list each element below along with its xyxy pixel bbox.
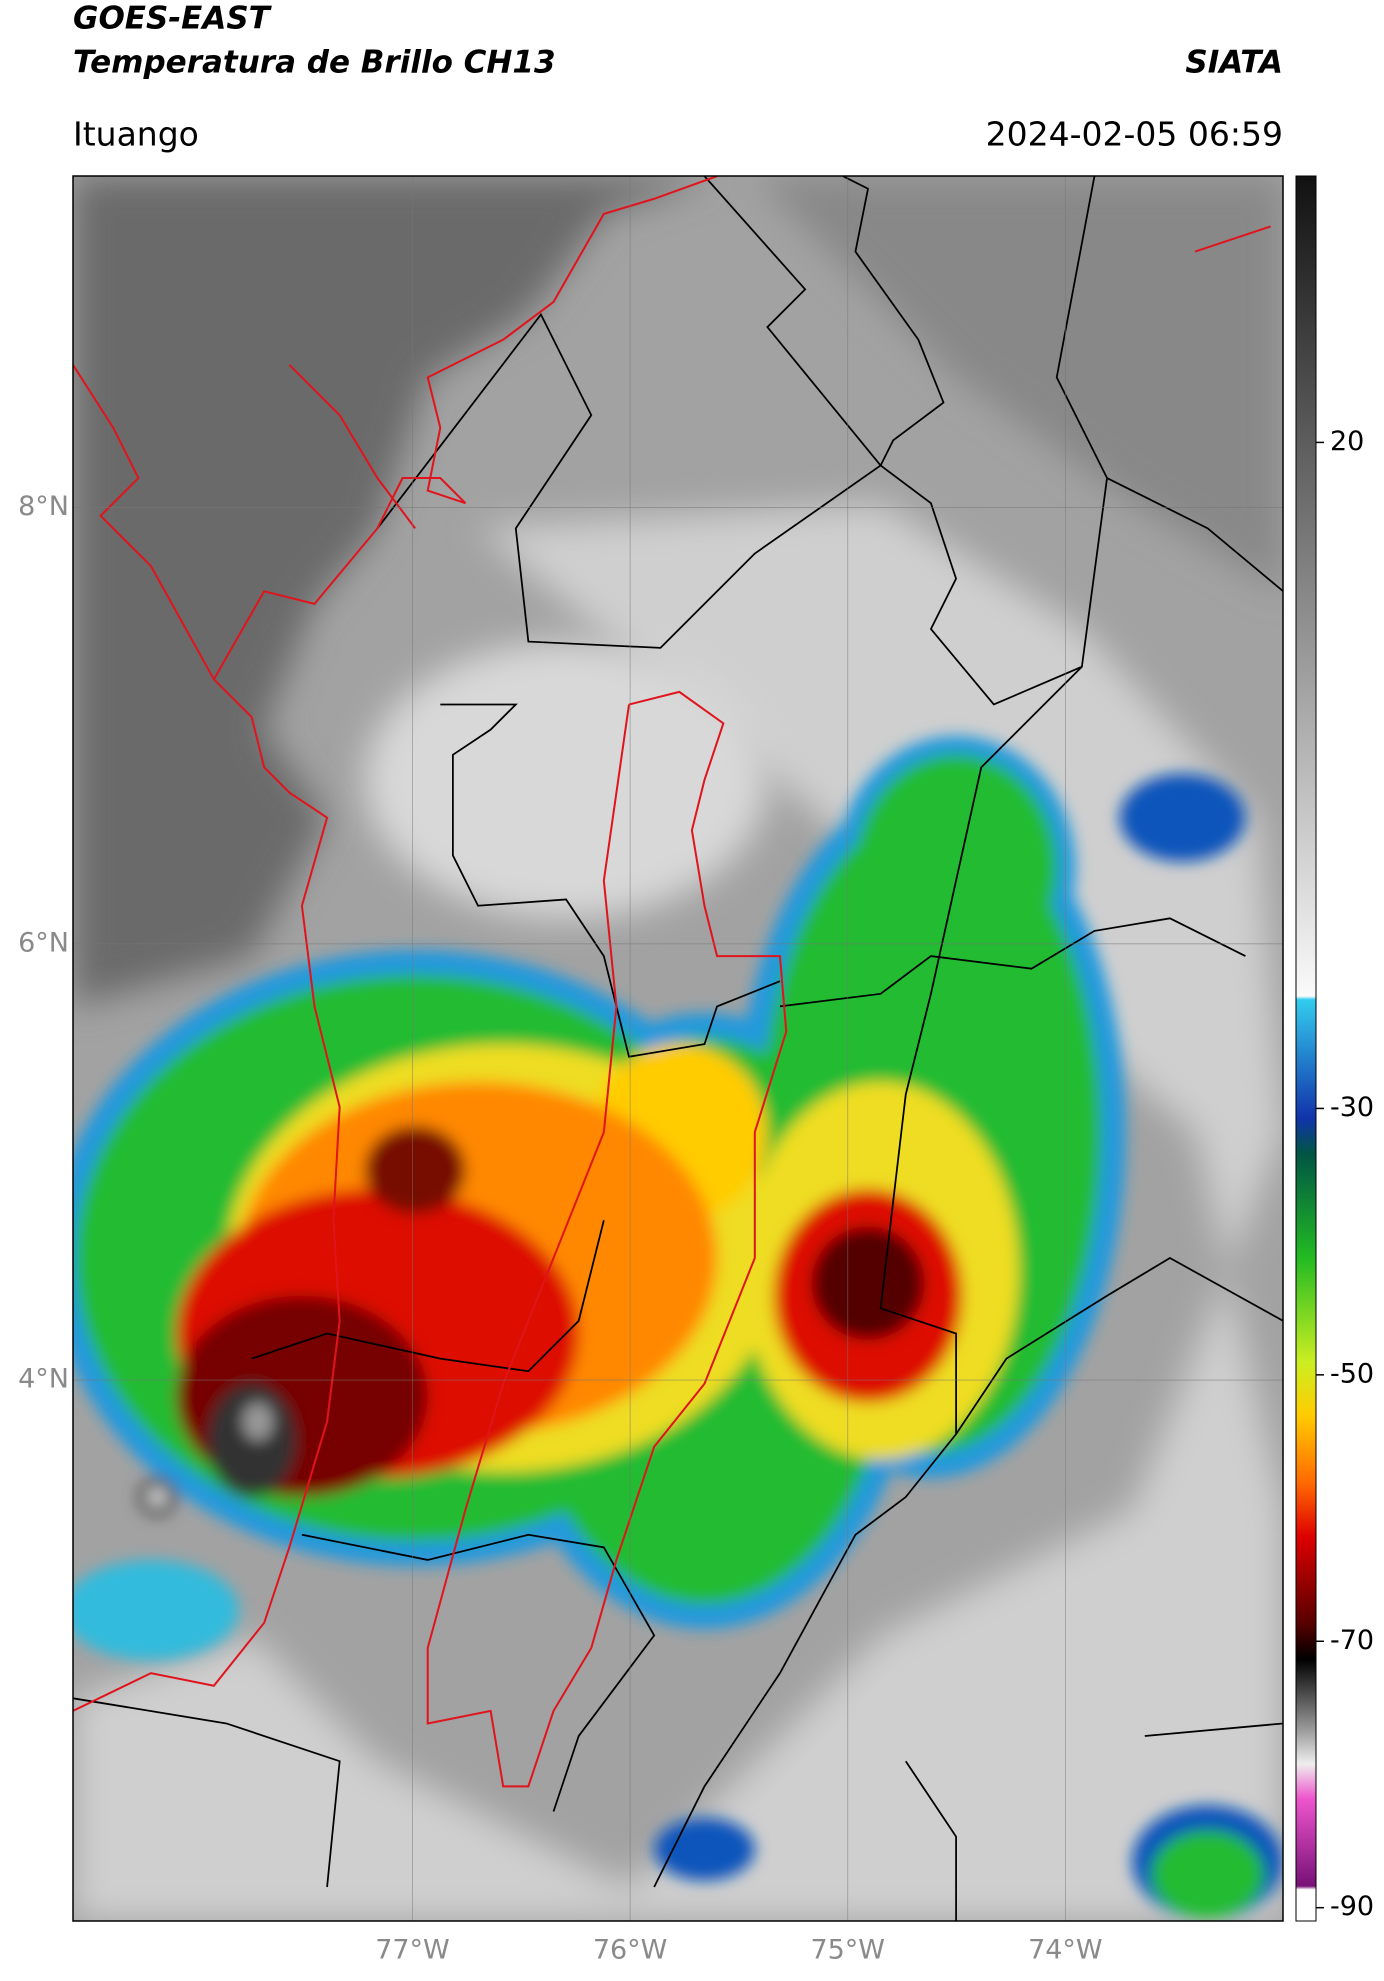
graticule [73,176,1283,1921]
colorbar-tick-label: 20 [1330,426,1364,457]
colorbar-tick-label: -90 [1330,1891,1374,1922]
map-image [73,176,1283,1921]
y-tick-label: 4°N [18,1364,69,1395]
title: GOES-EAST [73,1,273,37]
colorbar-tick-label: -30 [1330,1092,1374,1123]
colorbar [1295,175,1317,1922]
brand: SIATA [1185,45,1283,81]
colorbar-tick-label: -70 [1330,1625,1374,1656]
map-frame [72,175,1284,1922]
x-tick-label: 76°W [593,1935,668,1966]
location: Ituango [73,115,199,154]
x-tick-label: 74°W [1028,1935,1103,1966]
y-tick-label: 6°N [18,927,69,958]
subtitle: Temperatura de Brillo CH13 [73,45,556,81]
y-tick-label: 8°N [18,491,69,522]
datetime: 2024-02-05 06:59 [986,115,1283,154]
x-tick-label: 77°W [375,1935,450,1966]
x-tick-label: 75°W [810,1935,885,1966]
colorbar-tick-label: -50 [1330,1358,1374,1389]
